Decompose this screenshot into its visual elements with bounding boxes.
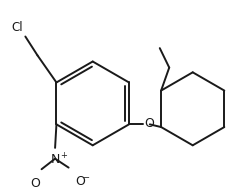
Text: O: O [75, 175, 85, 188]
Text: N: N [50, 153, 59, 166]
Text: −: − [82, 173, 89, 182]
Text: O: O [143, 117, 153, 130]
Text: O: O [30, 177, 40, 190]
Text: Cl: Cl [12, 21, 23, 34]
Text: +: + [60, 151, 67, 160]
